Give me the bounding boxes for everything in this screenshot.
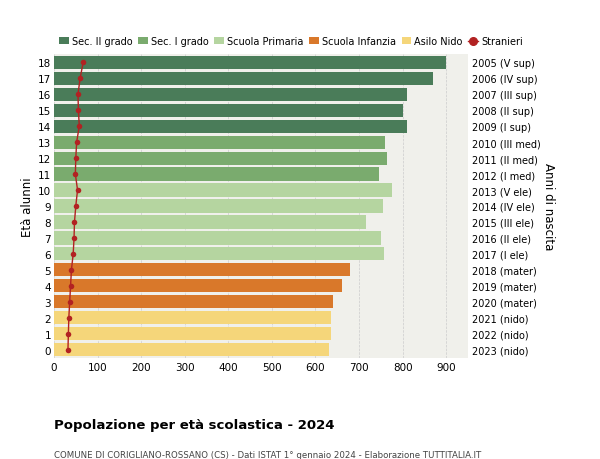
Bar bbox=[54, 280, 341, 293]
Text: Popolazione per età scolastica - 2024: Popolazione per età scolastica - 2024 bbox=[54, 418, 335, 431]
Text: COMUNE DI CORIGLIANO-ROSSANO (CS) - Dati ISTAT 1° gennaio 2024 - Elaborazione TU: COMUNE DI CORIGLIANO-ROSSANO (CS) - Dati… bbox=[54, 450, 481, 459]
Bar bbox=[54, 152, 388, 165]
Bar bbox=[54, 296, 333, 309]
Bar bbox=[54, 264, 350, 277]
Bar bbox=[54, 136, 385, 149]
Bar bbox=[54, 200, 383, 213]
Bar bbox=[54, 184, 392, 197]
Bar bbox=[54, 168, 379, 181]
Bar bbox=[54, 248, 385, 261]
Bar bbox=[54, 120, 407, 134]
Bar bbox=[54, 56, 446, 70]
Bar bbox=[54, 232, 381, 245]
Bar bbox=[54, 216, 365, 229]
Y-axis label: Età alunni: Età alunni bbox=[21, 177, 34, 236]
Bar bbox=[54, 343, 329, 357]
Bar bbox=[54, 312, 331, 325]
Bar bbox=[54, 73, 433, 85]
Bar bbox=[54, 104, 403, 118]
Bar bbox=[54, 89, 407, 101]
Y-axis label: Anni di nascita: Anni di nascita bbox=[542, 163, 555, 250]
Bar bbox=[54, 328, 331, 341]
Legend: Sec. II grado, Sec. I grado, Scuola Primaria, Scuola Infanzia, Asilo Nido, Stran: Sec. II grado, Sec. I grado, Scuola Prim… bbox=[59, 37, 523, 47]
